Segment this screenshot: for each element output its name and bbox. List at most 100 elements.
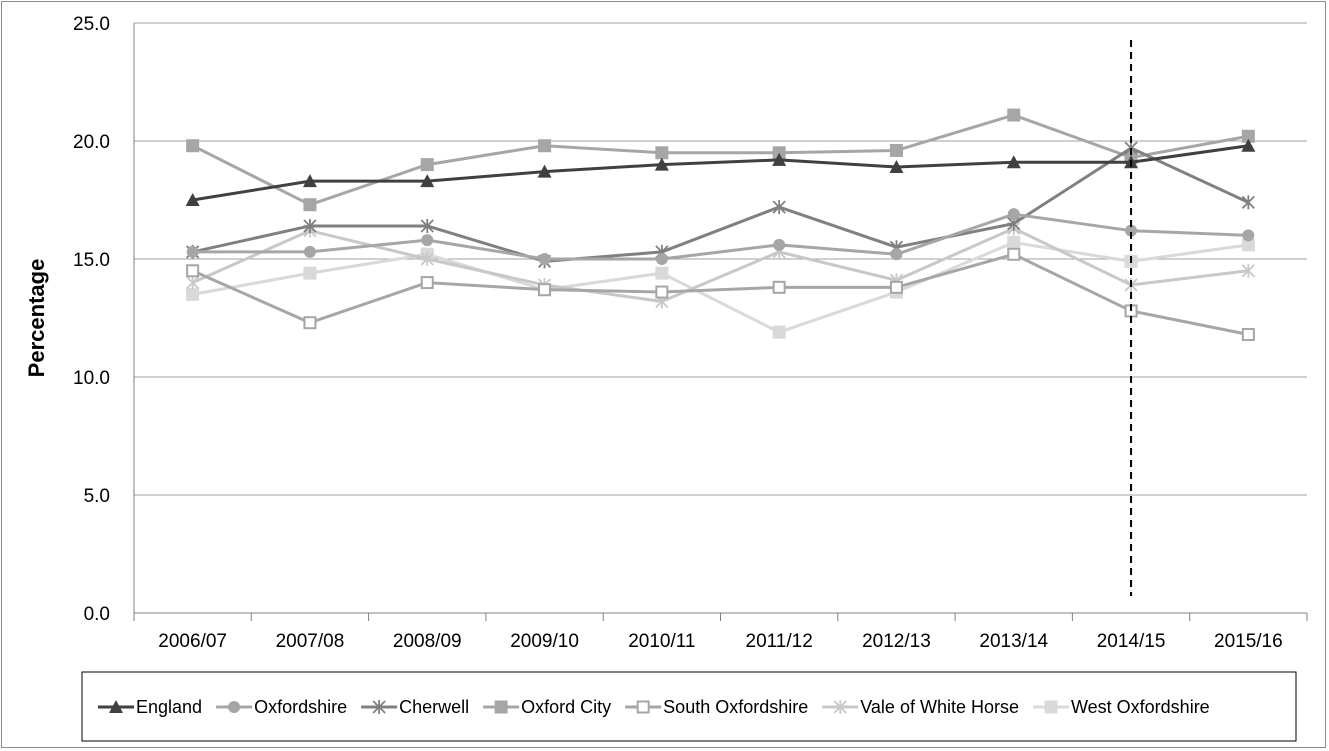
- y-tick-label: 0.0: [84, 604, 110, 625]
- data-point: [372, 700, 386, 714]
- data-point: [303, 245, 316, 258]
- x-tick-label: 2012/13: [862, 631, 931, 652]
- legend-item: West Oxfordshire: [1032, 697, 1210, 717]
- data-point: [1007, 235, 1021, 249]
- data-point: [1241, 195, 1255, 210]
- data-point: [303, 218, 317, 233]
- data-point: [421, 234, 434, 247]
- data-point: [1242, 229, 1255, 242]
- y-tick-label: 20.0: [73, 132, 110, 153]
- data-point: [303, 266, 317, 280]
- x-tick-label: 2011/12: [746, 631, 813, 652]
- legend-label: Oxfordshire: [254, 697, 347, 717]
- data-point: [772, 152, 787, 166]
- legend-item: Oxford City: [483, 697, 611, 717]
- legend-label: England: [136, 697, 202, 717]
- x-tick-label: 2007/08: [276, 631, 345, 652]
- data-point: [420, 276, 434, 290]
- x-tick-label: 2014/15: [1097, 631, 1166, 652]
- series-oxford-city: [186, 108, 1255, 212]
- data-point: [772, 200, 786, 215]
- legend-item: Vale of White Horse: [822, 697, 1019, 717]
- data-point: [1125, 224, 1138, 237]
- data-point: [1241, 238, 1255, 252]
- data-point: [833, 700, 847, 714]
- data-point: [537, 164, 552, 178]
- series-oxfordshire: [186, 208, 1255, 265]
- data-point: [1044, 700, 1058, 714]
- series-south-oxfordshire: [186, 247, 1255, 342]
- data-point: [890, 248, 903, 261]
- data-point: [420, 158, 434, 172]
- legend-label: West Oxfordshire: [1071, 697, 1210, 717]
- data-point: [773, 238, 786, 251]
- series-line: [192, 144, 1249, 202]
- data-point: [1006, 155, 1021, 169]
- x-tick-label: 2006/07: [158, 631, 227, 652]
- data-point: [655, 146, 669, 160]
- data-point: [1241, 328, 1255, 342]
- series-layer: [185, 108, 1256, 342]
- legend-label: Vale of White Horse: [860, 697, 1019, 717]
- data-point: [303, 198, 317, 212]
- legend-item: Oxfordshire: [216, 697, 347, 717]
- data-point: [1007, 208, 1020, 221]
- data-point: [772, 280, 786, 294]
- data-point: [186, 287, 200, 301]
- data-point: [538, 283, 552, 297]
- series-line: [191, 113, 1249, 207]
- data-point: [1241, 129, 1255, 143]
- x-tick-label: 2013/14: [979, 631, 1048, 652]
- x-tick-label: 2008/09: [393, 631, 462, 652]
- legend-label: Oxford City: [521, 697, 611, 717]
- y-tick-label: 5.0: [84, 486, 110, 507]
- x-axis: 2006/07 2007/08 2008/09 2009/10 2010/11 2011/…: [133, 23, 1308, 652]
- data-point: [420, 174, 435, 188]
- data-point: [186, 139, 200, 153]
- series-line: [192, 212, 1249, 261]
- data-point: [302, 174, 317, 188]
- data-point: [186, 275, 200, 290]
- series-line: [192, 252, 1249, 336]
- data-point: [1007, 247, 1021, 261]
- data-point: [1241, 263, 1255, 278]
- data-point: [655, 285, 669, 299]
- y-tick-label: 15.0: [73, 250, 110, 271]
- legend-item: Cherwell: [361, 697, 469, 717]
- data-point: [303, 316, 317, 330]
- data-point: [538, 253, 551, 265]
- x-tick-label: 2009/10: [510, 631, 579, 652]
- data-point: [420, 218, 434, 233]
- series-england: [185, 138, 1256, 206]
- data-point: [494, 700, 508, 714]
- series-line: [192, 240, 1249, 334]
- y-axis-ticks: 0.0 5.0 10.0 15.0 20.0 25.0: [73, 14, 110, 625]
- series-vale-of-white-horse: [186, 221, 1255, 309]
- data-point: [186, 245, 199, 258]
- data-point: [889, 280, 903, 294]
- y-axis-label: Percentage: [24, 259, 49, 378]
- data-point: [186, 264, 200, 278]
- legend-box: [81, 671, 1297, 742]
- data-point: [228, 701, 241, 713]
- y-tick-label: 10.0: [73, 368, 110, 389]
- legend: England Oxfordshire Cherwell Oxford City Sou…: [81, 671, 1297, 742]
- x-tick-label: 2015/16: [1214, 631, 1283, 652]
- data-point: [772, 146, 786, 160]
- x-tick-label: 2010/11: [628, 631, 695, 652]
- data-point: [1241, 138, 1256, 152]
- data-point: [1007, 108, 1021, 122]
- legend-item: England: [98, 697, 202, 717]
- gridlines: [134, 22, 1307, 496]
- data-point: [636, 700, 650, 714]
- data-point: [654, 157, 669, 171]
- legend-label: Cherwell: [399, 697, 469, 717]
- data-point: [185, 193, 200, 206]
- series-line: [192, 146, 1249, 263]
- data-point: [889, 143, 903, 157]
- data-point: [655, 266, 669, 280]
- y-tick-label: 25.0: [73, 14, 110, 35]
- data-point: [109, 700, 123, 713]
- data-point: [655, 253, 668, 265]
